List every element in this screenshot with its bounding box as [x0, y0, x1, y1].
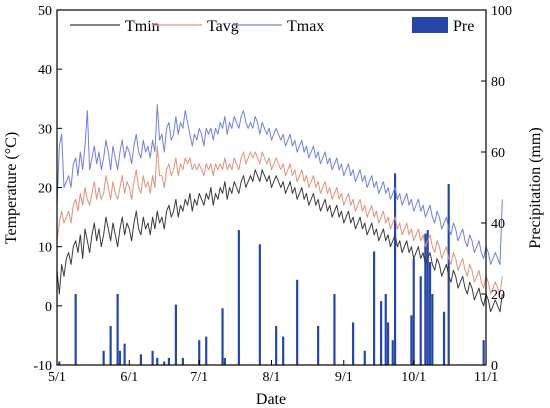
precip-bar — [151, 350, 154, 365]
precip-bar — [431, 294, 434, 365]
precip-bar — [205, 336, 208, 365]
precip-bar — [118, 350, 122, 365]
precip-bar — [372, 251, 376, 365]
precip-bar — [379, 301, 383, 365]
legend-label-tavg: Tavg — [207, 18, 239, 35]
precip-bar — [386, 322, 390, 365]
legend-label-tmin: Tmin — [125, 18, 160, 35]
precip-bar — [412, 258, 415, 365]
precip-bar — [296, 279, 299, 365]
x-tick-label: 6/1 — [120, 370, 138, 385]
precip-bar — [391, 340, 394, 365]
y-right-tick-label: 20 — [491, 288, 505, 303]
y-right-tick-label: 60 — [491, 146, 505, 161]
y-left-tick-label: 30 — [38, 122, 52, 137]
precip-bar — [428, 262, 432, 365]
precip-bar — [223, 357, 226, 365]
y-right-tick-label: 0 — [491, 359, 498, 374]
series-line-tmin — [56, 169, 503, 313]
precip-bar — [198, 340, 201, 365]
precip-bar — [174, 304, 178, 365]
temperature-lines — [56, 104, 503, 313]
x-tick-label: 7/1 — [190, 370, 208, 385]
x-tick-label: 11/1 — [474, 370, 498, 385]
x-tick-label: 8/1 — [263, 370, 281, 385]
precip-bar — [74, 294, 77, 365]
y-left-tick-label: 50 — [38, 4, 52, 19]
precip-bar — [363, 350, 366, 365]
precip-bar — [275, 325, 278, 365]
precip-bar — [410, 315, 413, 365]
y-left-tick-label: 0 — [45, 300, 52, 315]
precip-bar — [419, 276, 422, 365]
y-axis-left-title: Temperature (°C) — [3, 132, 20, 244]
precip-bar — [393, 173, 397, 365]
precip-bar — [163, 361, 166, 365]
precip-bar — [156, 357, 159, 365]
precip-bar — [442, 311, 446, 365]
legend-label-pre: Pre — [453, 18, 474, 35]
precip-bar — [384, 294, 387, 365]
axes: -10 0 10 20 30 40 50 0 20 40 60 80 100 5/1 6/1 7/1 8/1 9/… — [33, 4, 512, 385]
x-tick-label: 5/1 — [48, 370, 66, 385]
y-axis-right-title: Precipitation (mm) — [527, 127, 544, 248]
y-right-tick-label: 40 — [491, 217, 505, 232]
precip-bar — [424, 233, 427, 365]
precip-bar — [352, 322, 355, 365]
precip-bar — [282, 336, 285, 365]
y-right-tick-label: 80 — [491, 75, 505, 90]
x-tick-label: 9/1 — [335, 370, 353, 385]
precip-bars — [58, 173, 485, 365]
precip-bar — [221, 308, 224, 365]
y-left-tick-label: -10 — [33, 359, 52, 374]
legend-label-tmax: Tmax — [287, 18, 324, 35]
y-left-tick-label: 40 — [38, 63, 52, 78]
y-left-tick-label: 10 — [38, 241, 52, 256]
y-right-tick-label: 100 — [491, 4, 512, 19]
precip-bar — [116, 294, 119, 365]
precip-bar — [167, 357, 171, 365]
y-left-tick-label: 20 — [38, 182, 52, 197]
precip-bar — [482, 340, 485, 365]
legend: Tmin Tavg Tmax Pre — [70, 17, 474, 35]
precip-bar — [317, 325, 320, 365]
precip-bar — [123, 343, 126, 365]
precip-bar — [58, 361, 61, 365]
series-line-tavg — [56, 145, 503, 295]
precip-bar — [258, 244, 261, 365]
precip-bar — [139, 354, 143, 365]
precip-bar — [181, 357, 184, 365]
precip-bar — [426, 230, 429, 365]
precip-bar — [109, 325, 112, 365]
precip-bar — [333, 294, 336, 365]
x-tick-label: 10/1 — [401, 370, 426, 385]
precip-bar — [102, 350, 105, 365]
series-line-tmax — [56, 104, 503, 265]
precip-bar — [237, 230, 240, 365]
x-axis-title: Date — [256, 391, 286, 408]
legend-swatch-pre — [412, 17, 448, 33]
